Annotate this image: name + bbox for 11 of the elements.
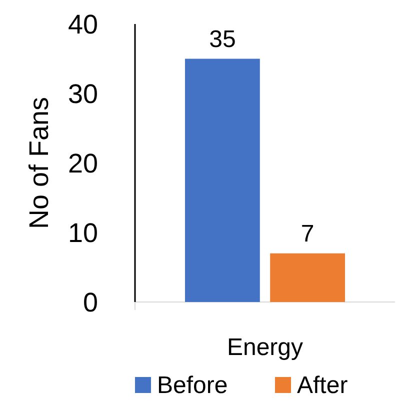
y-tick-label: 30 [68,78,98,109]
data-label: 35 [209,26,236,53]
legend-label: After [297,372,348,399]
y-tick-label: 0 [82,287,98,318]
y-axis-title: No of Fans [24,96,54,230]
x-tick-label: Energy [226,334,304,361]
y-tick-label: 40 [68,9,98,40]
legend-label: Before [157,372,228,399]
y-tick-label: 20 [68,148,98,178]
data-label: 7 [300,220,314,248]
y-tick-label: 10 [68,218,98,248]
